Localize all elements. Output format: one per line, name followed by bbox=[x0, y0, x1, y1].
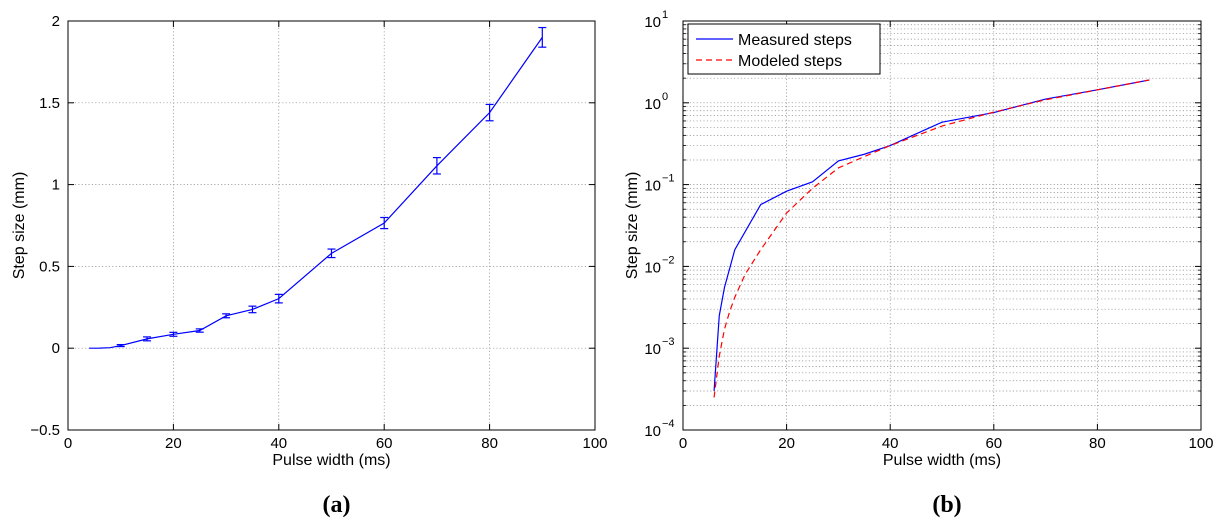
panel-label-b: (b) bbox=[932, 492, 961, 518]
y-tick-label: 2 bbox=[52, 13, 60, 30]
x-tick-label: 20 bbox=[165, 435, 182, 452]
y-tick-exponent: 0 bbox=[662, 91, 668, 103]
y-tick-label: 1.5 bbox=[39, 95, 60, 112]
panel-label-a: (a) bbox=[323, 492, 351, 518]
y-tick-exponent: 1 bbox=[662, 9, 668, 21]
y-tick-label: −0.5 bbox=[30, 422, 60, 439]
error-bar bbox=[222, 313, 231, 319]
x-tick-label: 60 bbox=[376, 435, 393, 452]
x-tick-label: 40 bbox=[882, 435, 899, 452]
y-tick-label: 10 bbox=[644, 259, 661, 276]
grid-lines bbox=[683, 21, 1201, 430]
y-tick-label: 10 bbox=[644, 423, 661, 440]
y-tick-exponent: −4 bbox=[662, 418, 675, 430]
y-axis-label: Step size (mm) bbox=[11, 172, 28, 280]
y-tick-label: 10 bbox=[644, 96, 661, 113]
error-bar bbox=[432, 157, 441, 175]
x-tick-label: 0 bbox=[64, 435, 72, 452]
y-tick-label: 10 bbox=[644, 14, 661, 31]
x-tick-label: 60 bbox=[985, 435, 1002, 452]
series-layer bbox=[89, 26, 547, 349]
x-tick-label: 40 bbox=[270, 435, 287, 452]
x-tick-label: 100 bbox=[1188, 435, 1213, 452]
x-tick-label: 20 bbox=[778, 435, 795, 452]
error-bar bbox=[116, 344, 125, 348]
error-bar bbox=[538, 26, 547, 48]
grid-lines bbox=[68, 21, 595, 430]
y-tick-label: 0 bbox=[52, 340, 60, 357]
error-bar bbox=[380, 216, 389, 230]
series-line-modeled bbox=[713, 79, 1150, 398]
y-tick-label: 1 bbox=[52, 177, 60, 194]
y-tick-label: 10 bbox=[644, 178, 661, 195]
tick-layer: 0 20 40 60 80 100−0.500.511.52 bbox=[30, 13, 607, 452]
x-tick-label: 80 bbox=[1089, 435, 1106, 452]
legend-label-modeled: Modeled steps bbox=[738, 53, 842, 70]
x-axis-label: Pulse width (ms) bbox=[883, 452, 1001, 469]
legend: Measured steps Modeled steps bbox=[687, 23, 881, 75]
series-line bbox=[89, 37, 543, 349]
panel-a-chart: 0 20 40 60 80 100−0.500.511.52 Pulse width (m… bbox=[11, 13, 608, 518]
series-layer bbox=[713, 79, 1150, 398]
x-tick-label: 0 bbox=[679, 435, 687, 452]
y-axis-label: Step size (mm) bbox=[624, 172, 641, 280]
y-tick-label: 10 bbox=[644, 341, 661, 358]
error-bar bbox=[169, 331, 178, 337]
series-line-measured bbox=[713, 79, 1150, 392]
y-tick-exponent: −3 bbox=[662, 336, 675, 348]
error-bar bbox=[274, 293, 283, 304]
axes-frame bbox=[682, 20, 1202, 431]
y-tick-label: 0.5 bbox=[39, 258, 60, 275]
legend-box bbox=[687, 23, 881, 75]
error-bar bbox=[327, 248, 336, 259]
error-bar bbox=[485, 103, 494, 122]
error-bar bbox=[248, 305, 257, 314]
error-bar bbox=[195, 328, 204, 333]
legend-label-measured: Measured steps bbox=[738, 32, 852, 49]
axes-frame bbox=[67, 20, 596, 431]
x-tick-label: 100 bbox=[582, 435, 607, 452]
x-tick-label: 80 bbox=[481, 435, 498, 452]
y-tick-exponent: −1 bbox=[662, 173, 675, 185]
x-axis-label: Pulse width (ms) bbox=[272, 452, 390, 469]
y-tick-exponent: −2 bbox=[662, 254, 675, 266]
error-bar bbox=[143, 336, 152, 342]
